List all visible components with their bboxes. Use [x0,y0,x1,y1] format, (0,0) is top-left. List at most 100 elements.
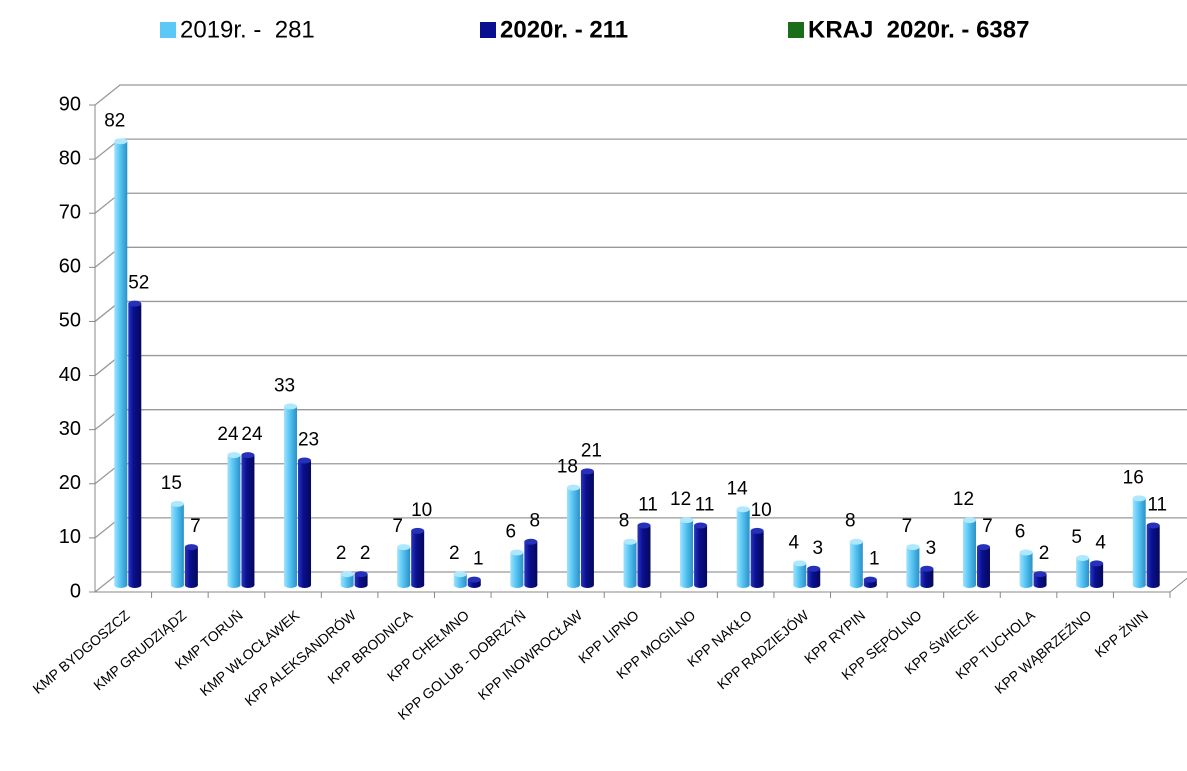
data-label: 7 [982,516,993,537]
bar-top [637,522,651,529]
bar-base [807,582,821,588]
bar-top [1076,554,1090,561]
bar-base [227,582,241,588]
bar-top [510,549,524,556]
bar [680,520,694,585]
bar-base [680,582,694,588]
y-tick-label: 80 [59,147,81,169]
bar [906,547,920,585]
bar-base [906,582,920,588]
bar-base [241,582,255,588]
y-tick-label: 60 [59,256,81,278]
bar-top [524,538,538,545]
legend-swatch [788,22,804,38]
x-tick-label: KPP ALEKSANDRÓW [242,606,360,709]
bar-base [736,582,750,588]
bar [1019,552,1033,585]
data-label: 2 [449,543,460,564]
data-label: 5 [1071,527,1082,548]
data-label: 11 [695,494,715,515]
bar [284,406,298,585]
grid-line [94,84,1187,106]
bar-base [170,582,184,588]
bar-base [411,582,425,588]
bar-top [284,403,298,410]
bar-base [694,582,708,588]
x-tick-label: KPP ŻNIN [1091,606,1151,660]
data-label: 11 [1147,494,1167,515]
bar [227,455,241,585]
bar-base [298,582,312,588]
bar [807,568,821,585]
bar-base [976,582,990,588]
grid-line [94,354,1187,377]
bar-base [397,582,411,588]
bar-base [793,582,807,588]
data-label: 4 [1095,532,1106,553]
bar-base [354,582,368,588]
bar [962,520,976,585]
bar-top [863,576,877,583]
data-label: 33 [274,375,295,396]
bar-top [1146,522,1160,529]
bar-top [976,544,990,551]
bar-top [793,560,807,567]
data-label: 8 [619,511,630,532]
data-label: 3 [926,538,937,559]
bar-top [1033,571,1047,578]
bar [1090,563,1104,585]
bar-top [397,544,411,551]
bar [114,141,128,586]
y-tick-label: 40 [59,364,81,386]
data-label: 24 [217,424,239,445]
data-label: 4 [788,532,799,553]
bar [637,525,651,585]
grid-line [94,246,1187,268]
data-label: 1 [473,549,484,570]
bar-top [411,527,425,534]
x-tick-label: KPP WĄBRZEŹNO [991,607,1094,697]
bar-base [128,582,142,588]
bar-top [906,544,920,551]
bar-top [1090,560,1104,567]
data-label: 7 [190,516,201,537]
bar-base [1076,582,1090,588]
y-tick-label: 20 [59,472,81,494]
bar [920,568,934,585]
y-tick-label: 0 [70,580,81,602]
data-label: 11 [638,494,658,515]
bar-base [1146,582,1160,588]
y-tick-label: 70 [59,202,81,224]
bar [170,503,184,585]
x-tick-label: KMP GRUDZIĄDZ [90,607,189,694]
bar-top [453,571,467,578]
data-label: 15 [161,473,182,494]
data-label: 7 [392,516,403,537]
bar-top [849,538,863,545]
bar-base [849,582,863,588]
bar-top [128,300,142,307]
data-label: 23 [298,430,319,451]
data-label: 6 [1015,522,1026,543]
bar-base [1033,582,1047,588]
bar-base [453,582,467,588]
data-label: 1 [869,549,880,570]
bar-top [1132,495,1146,502]
bar-top [467,576,481,583]
bar-base [1019,582,1033,588]
y-tick-label: 30 [59,418,81,440]
bar [524,541,538,585]
data-label: 12 [670,489,691,510]
grid-line [94,138,1187,160]
bar-top [920,565,934,572]
bar-base [284,582,298,588]
bar-top [566,484,580,491]
bar [750,530,764,585]
data-label: 21 [581,440,602,461]
data-label: 6 [506,522,517,543]
data-label: 2 [360,543,371,564]
y-tick-label: 90 [59,93,81,115]
bar [736,509,750,585]
bar [623,541,637,585]
